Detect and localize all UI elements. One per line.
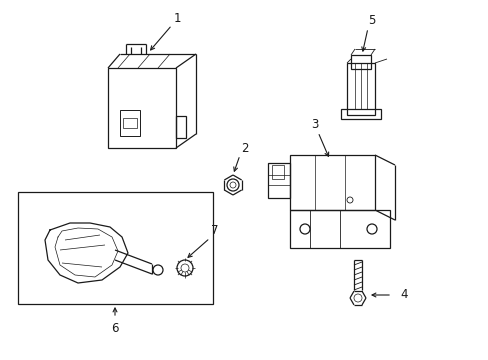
Bar [18, 192, 213, 304]
Bar [340, 109, 380, 119]
Bar [267, 163, 289, 198]
Text: 4: 4 [399, 288, 407, 302]
Text: 1: 1 [173, 12, 181, 24]
Bar [289, 155, 374, 210]
Bar [346, 63, 374, 115]
Text: 6: 6 [111, 321, 119, 334]
Text: 7: 7 [211, 224, 218, 237]
Text: 5: 5 [367, 14, 375, 27]
Bar [271, 165, 284, 179]
Text: 2: 2 [241, 141, 248, 154]
Bar [350, 55, 370, 69]
Bar [120, 110, 140, 136]
Bar [123, 118, 137, 128]
Text: 3: 3 [311, 117, 318, 131]
Bar [108, 68, 176, 148]
Bar [176, 116, 185, 138]
Bar [289, 210, 389, 248]
